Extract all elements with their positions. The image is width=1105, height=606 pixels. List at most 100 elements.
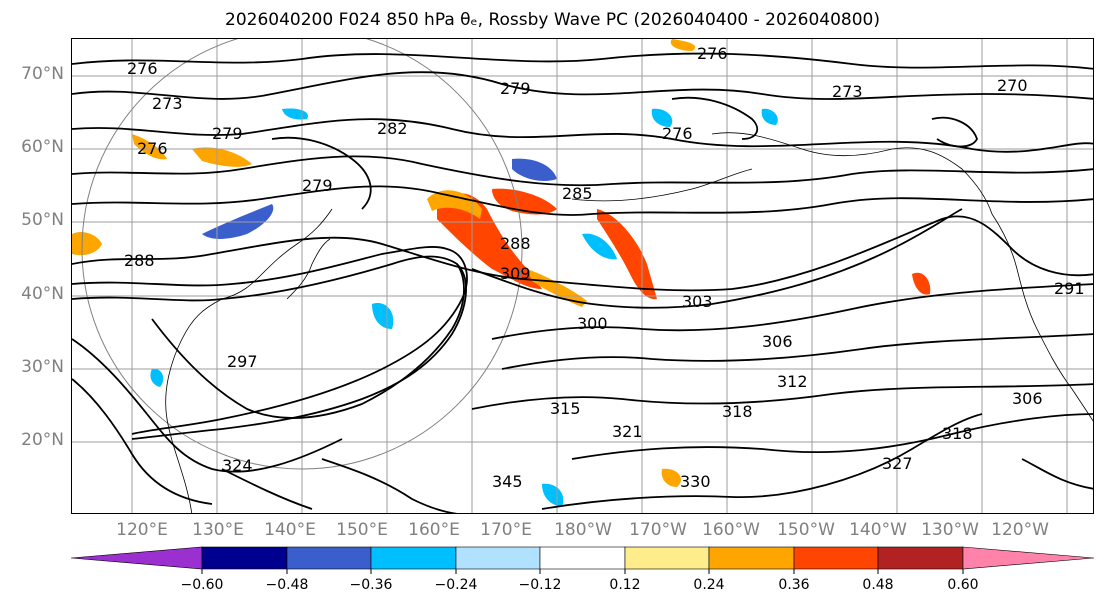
coastline-japan: [286, 238, 331, 300]
contour-label: 276: [137, 139, 168, 158]
coastline-north-america: [991, 213, 1093, 422]
shade-patch-blue-1: [202, 204, 274, 239]
colorbar-cell: [539, 546, 626, 570]
contour-label: 270: [997, 76, 1028, 95]
shade-patch-blue-5: [372, 303, 394, 329]
colorbar-cell: [455, 546, 541, 570]
colorbar-cell: [286, 546, 372, 570]
colorbar-cell: [201, 546, 288, 570]
map-panel: 276 276 273 273 279 279 282 285 288 288 …: [71, 38, 1094, 514]
contour-line: [72, 338, 343, 473]
colorbar-tick-marks: [201, 569, 964, 574]
lon-label-160w: 160°W: [702, 520, 760, 540]
shade-patch-blue-8: [150, 368, 164, 387]
shade-patch-yellow-1: [427, 190, 482, 219]
contour-line: [541, 413, 983, 510]
map-svg: 276 276 273 273 279 279 282 285 288 288 …: [72, 39, 1093, 513]
contour-line: [72, 52, 1093, 70]
contour-label: 318: [722, 402, 753, 421]
coastline-aleutians: [571, 168, 753, 202]
lon-label-160e: 160°E: [408, 520, 460, 540]
contour-line: [571, 413, 1093, 460]
contour-label: 297: [227, 352, 258, 371]
lat-label-30n: 30°N: [21, 357, 64, 377]
colorbar-cell: [877, 546, 964, 570]
contour-label: 273: [832, 82, 863, 101]
colorbar-tick-label: −0.36: [349, 577, 393, 593]
contour-label: 318: [942, 424, 973, 443]
contour-label: 315: [550, 399, 581, 418]
lat-label-70n: 70°N: [21, 64, 64, 84]
contour-line: [221, 468, 313, 510]
contour-label: 279: [500, 79, 531, 98]
coastline-asia: [165, 208, 333, 513]
shade-patch-orange-6: [72, 232, 102, 256]
contour-label: 309: [500, 264, 531, 283]
shade-patch-orange-9: [661, 468, 682, 487]
colorbar-tick-label: 0.12: [609, 577, 641, 593]
contour-label: 330: [680, 472, 711, 491]
shade-patch-orange-5: [132, 134, 167, 160]
colorbar-tick-label: 0.24: [693, 577, 725, 593]
lat-label-60n: 60°N: [21, 137, 64, 157]
contour-line: [471, 208, 963, 309]
contour-line: [72, 378, 213, 505]
lat-lon-grid: [72, 39, 1093, 513]
colorbar-tick-label: 0.48: [862, 577, 894, 593]
contour-label: 288: [500, 234, 531, 253]
map-title: 2026040200 F024 850 hPa θₑ, Rossby Wave …: [225, 10, 880, 30]
contour-label: 306: [1012, 389, 1043, 408]
lon-label-180w: 180°W: [554, 520, 612, 540]
lon-label-140w: 140°W: [849, 520, 907, 540]
lat-label-20n: 20°N: [21, 430, 64, 450]
colorbar-cell: [708, 546, 795, 570]
lon-label-140e: 140°E: [264, 520, 316, 540]
shade-patch-orange-1: [437, 193, 542, 289]
colorbar-tick-label: −0.12: [518, 577, 562, 593]
contour-line: [471, 383, 1093, 410]
colorbar-cell: [70, 546, 203, 570]
colorbar-tick-label: −0.48: [265, 577, 309, 593]
colorbar-cell: [962, 546, 1095, 570]
lon-label-120e: 120°E: [116, 520, 168, 540]
contour-line: [501, 333, 1093, 370]
theta-e-contours: [72, 52, 1093, 513]
shade-patch-blue-2: [512, 158, 557, 181]
contour-label: 282: [377, 119, 408, 138]
contour-line: [72, 118, 1093, 153]
contour-label: 291: [1054, 279, 1085, 298]
contour-line: [72, 185, 1093, 216]
contour-label: 279: [302, 176, 333, 195]
contour-label: 276: [662, 124, 693, 143]
colorbar-tick-label: −0.60: [180, 577, 224, 593]
contour-label: 276: [697, 44, 728, 63]
contour-label: 279: [212, 124, 243, 143]
contour-label: 324: [222, 456, 253, 475]
contour-line: [321, 458, 458, 513]
contour-line: [72, 155, 1093, 187]
contour-line: [72, 246, 468, 435]
lon-label-130e: 130°E: [192, 520, 244, 540]
colorbar-cell: [370, 546, 457, 570]
contour-label: 300: [577, 314, 608, 333]
contour-line: [271, 136, 372, 210]
contour-label: 312: [777, 372, 808, 391]
shade-patch-orange-8: [670, 39, 696, 51]
colorbar-cell: [793, 546, 879, 570]
contour-label: 288: [124, 251, 155, 270]
lon-label-170e: 170°E: [480, 520, 532, 540]
lon-label-120w: 120°W: [991, 520, 1049, 540]
lat-label-40n: 40°N: [21, 284, 64, 304]
shade-patch-blue-7: [542, 483, 564, 507]
contour-label: 303: [682, 292, 713, 311]
shade-patch-blue-6: [651, 108, 673, 127]
contour-line: [1021, 458, 1093, 490]
colorbar-cells: [70, 546, 1095, 570]
colorbar: [70, 546, 1095, 574]
contour-label: 321: [612, 422, 643, 441]
shade-patch-orange-7: [912, 272, 931, 295]
lon-label-150w: 150°W: [777, 520, 835, 540]
contour-label: 306: [762, 332, 793, 351]
lon-label-150e: 150°E: [336, 520, 388, 540]
contour-label: 276: [127, 59, 158, 78]
